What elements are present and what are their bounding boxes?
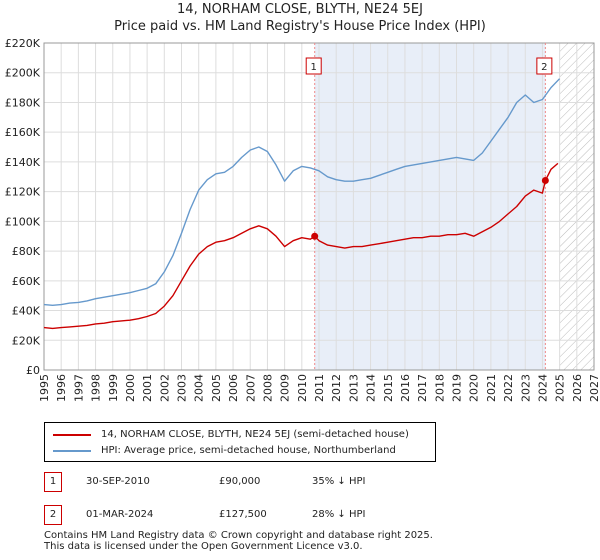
y-tick-label: £40K — [12, 305, 41, 318]
x-tick-label: 2003 — [176, 374, 189, 402]
plot-frame — [43, 42, 595, 371]
chart-legend: 14, NORHAM CLOSE, BLYTH, NE24 5EJ (semi-… — [44, 422, 436, 462]
x-tick-label: 2024 — [536, 374, 549, 402]
x-tick-label: 2022 — [502, 374, 515, 402]
x-tick-label: 2026 — [571, 374, 584, 402]
x-tick-label: 1999 — [107, 374, 120, 402]
x-tick-label: 1996 — [55, 374, 68, 402]
x-tick-label: 2019 — [451, 374, 464, 402]
legend-swatch-price — [53, 434, 91, 436]
x-tick-label: 1995 — [38, 374, 51, 402]
y-tick-label: £20K — [12, 334, 41, 347]
legend-label-hpi: HPI: Average price, semi-detached house,… — [101, 445, 396, 456]
ownership-shade — [314, 43, 546, 370]
x-tick-label: 1997 — [72, 374, 85, 402]
sale-price: £90,000 — [219, 476, 261, 487]
sale-label-box: 1 — [305, 57, 322, 75]
sale-hpi-diff: 35% ↓ HPI — [312, 476, 366, 487]
x-tick-label: 2004 — [193, 374, 206, 402]
y-tick-label: £200K — [5, 67, 41, 80]
x-tick-label: 2023 — [519, 374, 532, 402]
x-tick-label: 2015 — [382, 374, 395, 402]
y-tick-label: £100K — [5, 215, 41, 228]
x-tick-label: 2009 — [279, 374, 292, 402]
x-tick-label: 2027 — [588, 374, 600, 402]
y-tick-label: £60K — [12, 275, 41, 288]
sale-point — [541, 176, 549, 184]
sale-number-badge: 1 — [44, 472, 62, 492]
x-tick-label: 2012 — [330, 374, 343, 402]
footer-licence: This data is licensed under the Open Gov… — [44, 541, 363, 552]
sale-date: 30-SEP-2010 — [86, 476, 150, 487]
x-tick-label: 2018 — [433, 374, 446, 402]
x-tick-label: 2005 — [210, 374, 223, 402]
x-tick-label: 2006 — [227, 374, 240, 402]
price-chart: £0 £20K £40K £60K £80K £100K £120K £140K £160K £1… — [5, 37, 600, 402]
chart-title-line2: Price paid vs. HM Land Registry's House … — [114, 19, 486, 34]
price-paid-line — [43, 162, 559, 330]
x-tick-label: 2008 — [261, 374, 274, 402]
sale-label-number: 2 — [541, 62, 547, 73]
hpi-line — [43, 78, 561, 306]
x-tick-label: 2016 — [399, 374, 412, 402]
chart-title-line1: 14, NORHAM CLOSE, BLYTH, NE24 5EJ — [177, 2, 423, 17]
y-tick-label: £220K — [5, 37, 41, 50]
legend-label-price: 14, NORHAM CLOSE, BLYTH, NE24 5EJ (semi-… — [101, 429, 409, 440]
x-tick-label: 2021 — [485, 374, 498, 402]
sale-date: 01-MAR-2024 — [86, 509, 154, 520]
y-tick-label: £0 — [26, 364, 40, 377]
sale-hpi-diff: 28% ↓ HPI — [312, 509, 366, 520]
legend-swatch-hpi — [53, 450, 91, 452]
x-tick-label: 2013 — [347, 374, 360, 402]
sale-label-border — [305, 57, 322, 75]
sale-number-badge: 2 — [44, 505, 62, 525]
x-tick-label: 2014 — [365, 374, 378, 402]
x-tick-label: 2025 — [554, 374, 567, 402]
sale-label-box: 2 — [536, 57, 553, 75]
x-tick-label: 2017 — [416, 374, 429, 402]
x-tick-label: 2001 — [141, 374, 154, 402]
y-tick-label: £80K — [12, 245, 41, 258]
x-tick-label: 1998 — [90, 374, 103, 402]
footer-copyright: Contains HM Land Registry data © Crown c… — [44, 530, 433, 541]
sale-label-border — [536, 57, 553, 75]
y-tick-label: £120K — [5, 186, 41, 199]
y-tick-label: £140K — [5, 156, 41, 169]
sale-price: £127,500 — [219, 509, 267, 520]
y-tick-label: £160K — [5, 126, 41, 139]
x-tick-label: 2007 — [244, 374, 257, 402]
x-tick-label: 2010 — [296, 374, 309, 402]
x-tick-label: 2002 — [158, 374, 171, 402]
x-tick-label: 2020 — [468, 374, 481, 402]
x-tick-label: 2000 — [124, 374, 137, 402]
x-tick-label: 2011 — [313, 374, 326, 402]
sale-point — [311, 232, 319, 240]
y-tick-label: £180K — [5, 96, 41, 109]
sale-label-number: 1 — [311, 62, 317, 73]
